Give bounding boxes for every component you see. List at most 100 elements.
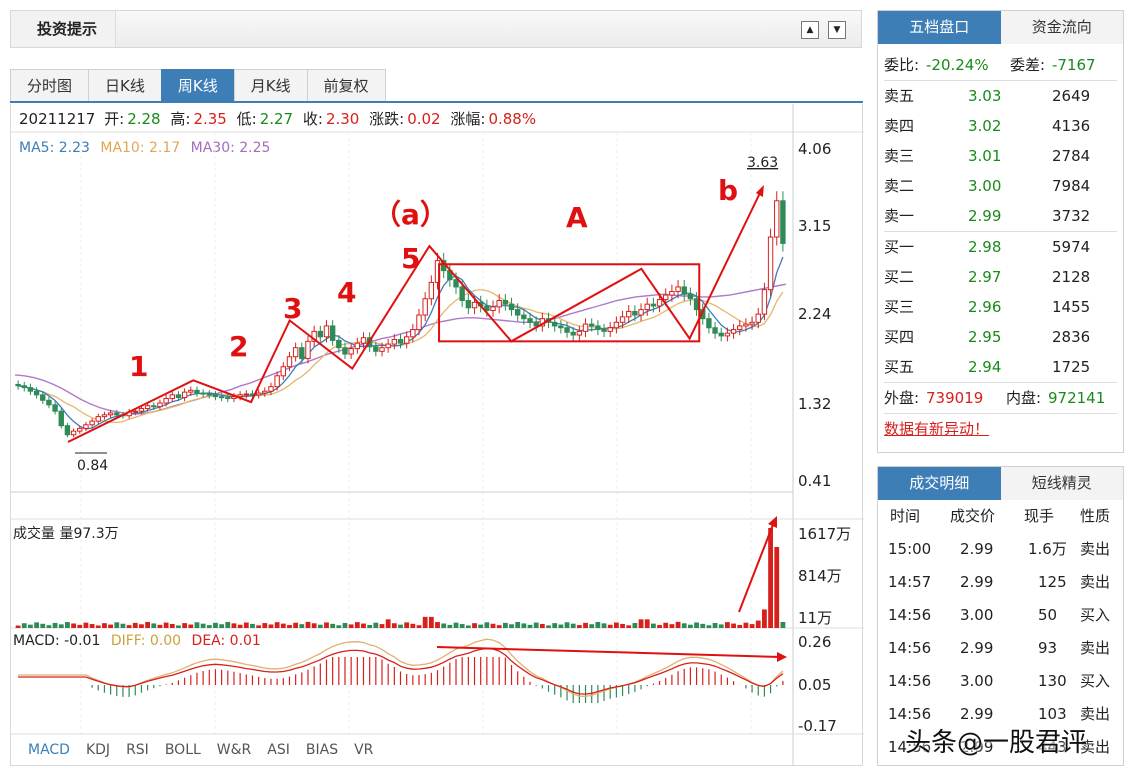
indicator-tab-2[interactable]: RSI <box>126 742 149 758</box>
tab-2[interactable]: 周K线 <box>160 69 235 102</box>
level-label: 买五 <box>884 358 915 376</box>
volume-bar <box>428 616 434 628</box>
candle <box>52 404 58 412</box>
volume-bar <box>108 624 114 628</box>
volume-bar <box>348 624 354 628</box>
tab-4[interactable]: 前复权 <box>306 69 386 102</box>
price-tick-label: 1.32 <box>798 395 831 413</box>
svg-text:MACD: -0.01 DIFF: 0.00: MACD: -0.01 DIFF: 0.00 DEA: 0.01 <box>13 633 261 649</box>
table-row: 14:57 2.99 125 卖出 <box>878 566 1123 599</box>
trade-header: 时间 成交价 现手 性质 <box>878 500 1123 533</box>
ob-tab-0[interactable]: 五档盘口 <box>878 11 1001 44</box>
level-label: 卖四 <box>884 117 915 135</box>
candle <box>323 325 330 338</box>
tab-0[interactable]: 分时图 <box>10 69 90 102</box>
indicator-tab-5[interactable]: ASI <box>267 742 290 758</box>
quote-pct: 0.88% <box>488 110 536 128</box>
wave-label: 2 <box>229 330 248 363</box>
volume-tick-label: 814万 <box>798 567 842 585</box>
trade-price: 2.99 <box>960 639 994 657</box>
candle <box>607 327 613 332</box>
candle <box>570 331 576 336</box>
trade-rows: 15:00 2.99 1.6万 卖出 14:57 2.99 125 卖出 14:56 3.00 50… <box>878 533 1123 764</box>
indicator-tab-1[interactable]: KDJ <box>85 742 111 758</box>
macd-divergence-arrow <box>436 646 782 658</box>
volume-bar <box>453 622 459 628</box>
candle <box>33 390 40 396</box>
volume-bar <box>607 624 613 628</box>
level-label: 买二 <box>884 268 915 286</box>
volume-bar <box>762 609 767 628</box>
tab-1[interactable]: 日K线 <box>88 69 162 102</box>
anomaly-alert-link[interactable]: 数据有新异动！ <box>884 420 990 438</box>
volume-bar <box>644 619 650 628</box>
indicator-tab-0[interactable]: MACD <box>28 742 70 758</box>
scroll-up-button[interactable]: ▲ <box>801 21 819 39</box>
indicator-tab-3[interactable]: BOLL <box>164 742 201 758</box>
level-price: 2.98 <box>968 238 1002 256</box>
diff-value: DIFF: 0.00 <box>111 633 181 649</box>
level-volume: 1725 <box>1052 358 1091 376</box>
candle <box>589 323 595 327</box>
weibi-label: 委比: <box>884 56 920 74</box>
candle <box>755 313 761 323</box>
candle <box>317 330 324 338</box>
volume-bar <box>564 622 570 628</box>
candle <box>83 424 89 429</box>
high-price-mark: 3.63 <box>747 155 778 171</box>
table-row: 14:56 2.99 103 卖出 <box>878 698 1123 731</box>
volume-bar <box>367 624 373 628</box>
indicator-tab-7[interactable]: VR <box>354 742 374 758</box>
kline-chart-svg[interactable]: 20211217 开: 2.28 高: 2.35 低: 2.27 收: 2.30 涨跌:… <box>11 104 886 766</box>
level-label: 卖二 <box>884 177 915 195</box>
level-price: 3.00 <box>968 177 1002 195</box>
level-label: 买四 <box>884 328 915 346</box>
neipan-label: 内盘: <box>1006 389 1042 407</box>
weicha-value: -7167 <box>1052 56 1096 74</box>
quote-open: 2.28 <box>127 110 160 128</box>
low-price-mark: 0.84 <box>77 458 108 474</box>
volume-bar <box>422 616 428 628</box>
volume-bar <box>299 624 305 628</box>
volume-bar <box>447 624 453 628</box>
candle <box>558 325 564 329</box>
tab-3[interactable]: 月K线 <box>233 69 308 102</box>
wave-label: 1 <box>129 350 148 383</box>
level-label: 卖三 <box>884 147 915 165</box>
volume-bar <box>601 623 607 628</box>
scroll-down-button[interactable]: ▼ <box>828 21 846 39</box>
candle <box>212 394 219 398</box>
wave-label: （a） <box>373 198 448 231</box>
volume-arrowhead <box>768 516 777 528</box>
level-label: 买三 <box>884 298 915 316</box>
trade-time: 14:56 <box>888 705 932 723</box>
level-price: 3.03 <box>968 87 1002 105</box>
ob-tab-1[interactable]: 资金流向 <box>1000 11 1123 44</box>
volume-bar <box>206 625 212 628</box>
macd-tick-label: 0.05 <box>798 676 831 694</box>
volume-bar <box>657 625 662 628</box>
volume-bar <box>527 624 533 628</box>
weibi-value: -20.24% <box>926 56 989 74</box>
wave-arrowhead <box>755 184 764 197</box>
trade-qty: 1.6万 <box>1028 540 1067 558</box>
candle <box>656 299 663 307</box>
volume-bar <box>15 625 21 628</box>
trade-qty: 125 <box>1038 573 1067 591</box>
volume-bar <box>21 623 27 628</box>
level-volume: 2784 <box>1052 147 1091 165</box>
candle <box>496 300 502 308</box>
volume-bar <box>398 624 403 628</box>
trade-tab-1[interactable]: 短线精灵 <box>1000 467 1123 500</box>
trade-tab-0[interactable]: 成交明细 <box>878 467 1001 500</box>
volume-tick-label: 11万 <box>798 609 832 627</box>
candle <box>280 366 287 377</box>
indicator-tab-4[interactable]: W&R <box>216 742 252 758</box>
candle <box>175 394 182 399</box>
volume-bar <box>176 625 181 628</box>
volume-bar <box>89 624 95 628</box>
candle <box>169 394 175 399</box>
trade-side: 卖出 <box>1080 540 1111 558</box>
indicator-tab-6[interactable]: BIAS <box>305 742 339 758</box>
candle <box>373 346 379 352</box>
